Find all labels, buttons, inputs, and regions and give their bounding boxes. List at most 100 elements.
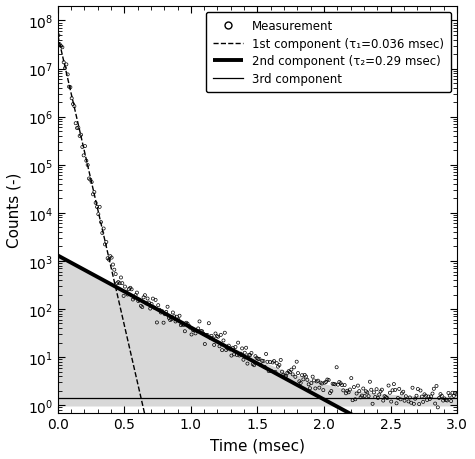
Measurement [397, 396, 404, 403]
Measurement [312, 385, 319, 392]
Measurement [72, 120, 79, 128]
Measurement [236, 352, 243, 359]
Measurement [281, 373, 288, 380]
Measurement [447, 397, 455, 405]
Measurement [64, 72, 72, 79]
2nd component (τ₂=0.29 msec) [314, 393, 320, 399]
Measurement [78, 144, 86, 151]
Measurement [86, 177, 94, 184]
Measurement [173, 313, 180, 321]
Measurement [174, 316, 182, 324]
Measurement [421, 391, 428, 398]
Measurement [346, 386, 354, 393]
Measurement [159, 308, 166, 315]
Measurement [242, 344, 250, 352]
Measurement [106, 253, 114, 260]
Measurement [378, 386, 386, 393]
Measurement [342, 390, 350, 397]
Measurement [252, 353, 259, 360]
Measurement [443, 397, 451, 404]
Measurement [71, 103, 78, 111]
Measurement [81, 143, 89, 151]
Measurement [382, 393, 390, 401]
Measurement [168, 316, 175, 323]
Measurement [100, 225, 107, 233]
Measurement [318, 380, 326, 387]
Measurement [430, 385, 437, 392]
Measurement [282, 373, 290, 380]
Measurement [241, 349, 248, 357]
Measurement [323, 376, 331, 383]
Measurement [304, 376, 311, 384]
Measurement [445, 389, 452, 397]
Measurement [230, 351, 238, 358]
Measurement [317, 379, 324, 386]
Measurement [437, 391, 444, 398]
Measurement [165, 314, 173, 322]
Measurement [216, 343, 223, 350]
Measurement [160, 319, 167, 327]
2nd component (τ₂=0.29 msec) [127, 292, 133, 298]
Measurement [453, 391, 460, 398]
Measurement [144, 295, 152, 302]
Measurement [274, 363, 282, 370]
Measurement [401, 397, 408, 404]
Measurement [261, 364, 268, 371]
Measurement [340, 387, 347, 394]
Measurement [76, 133, 84, 140]
Measurement [55, 33, 62, 40]
Measurement [295, 378, 303, 385]
Measurement [355, 387, 363, 395]
Measurement [326, 390, 334, 397]
Measurement [320, 386, 327, 394]
2nd component (τ₂=0.29 msec) [383, 431, 389, 436]
Measurement [189, 327, 197, 334]
Measurement [433, 382, 440, 390]
Measurement [266, 358, 274, 366]
Measurement [181, 328, 189, 335]
Measurement [83, 158, 90, 165]
Measurement [294, 369, 302, 377]
Legend: Measurement, 1st component (τ₁=0.036 msec), 2nd component (τ₂=0.29 msec), 3rd co: Measurement, 1st component (τ₁=0.036 mse… [206, 13, 451, 93]
Measurement [418, 393, 426, 400]
Measurement [350, 384, 358, 391]
Measurement [66, 84, 74, 92]
Measurement [321, 379, 328, 386]
Measurement [256, 355, 263, 363]
Measurement [148, 301, 155, 308]
Measurement [214, 333, 222, 341]
Measurement [269, 359, 276, 366]
Measurement [162, 308, 170, 316]
Measurement [399, 388, 407, 396]
Measurement [286, 369, 294, 376]
Measurement [335, 379, 343, 386]
Measurement [257, 361, 265, 369]
X-axis label: Time (msec): Time (msec) [210, 437, 305, 452]
Measurement [306, 385, 314, 392]
Measurement [406, 394, 414, 401]
Measurement [402, 393, 409, 400]
Measurement [265, 368, 273, 375]
Measurement [422, 392, 429, 400]
Measurement [77, 132, 85, 139]
Measurement [138, 304, 146, 311]
Measurement [334, 381, 342, 388]
Measurement [156, 307, 163, 314]
Measurement [169, 309, 177, 317]
Measurement [240, 356, 247, 364]
Measurement [247, 352, 254, 359]
Measurement [377, 388, 384, 395]
Measurement [80, 152, 87, 160]
Measurement [341, 381, 349, 389]
2nd component (τ₂=0.29 msec) [353, 414, 359, 420]
Measurement [149, 295, 157, 302]
Line: 2nd component (τ₂=0.29 msec): 2nd component (τ₂=0.29 msec) [58, 256, 457, 459]
Measurement [88, 179, 95, 186]
2nd component (τ₂=0.29 msec) [294, 382, 300, 388]
Measurement [176, 313, 183, 320]
Measurement [200, 330, 207, 338]
Measurement [254, 355, 262, 363]
Measurement [68, 95, 76, 103]
Measurement [289, 371, 296, 378]
Measurement [408, 384, 416, 392]
